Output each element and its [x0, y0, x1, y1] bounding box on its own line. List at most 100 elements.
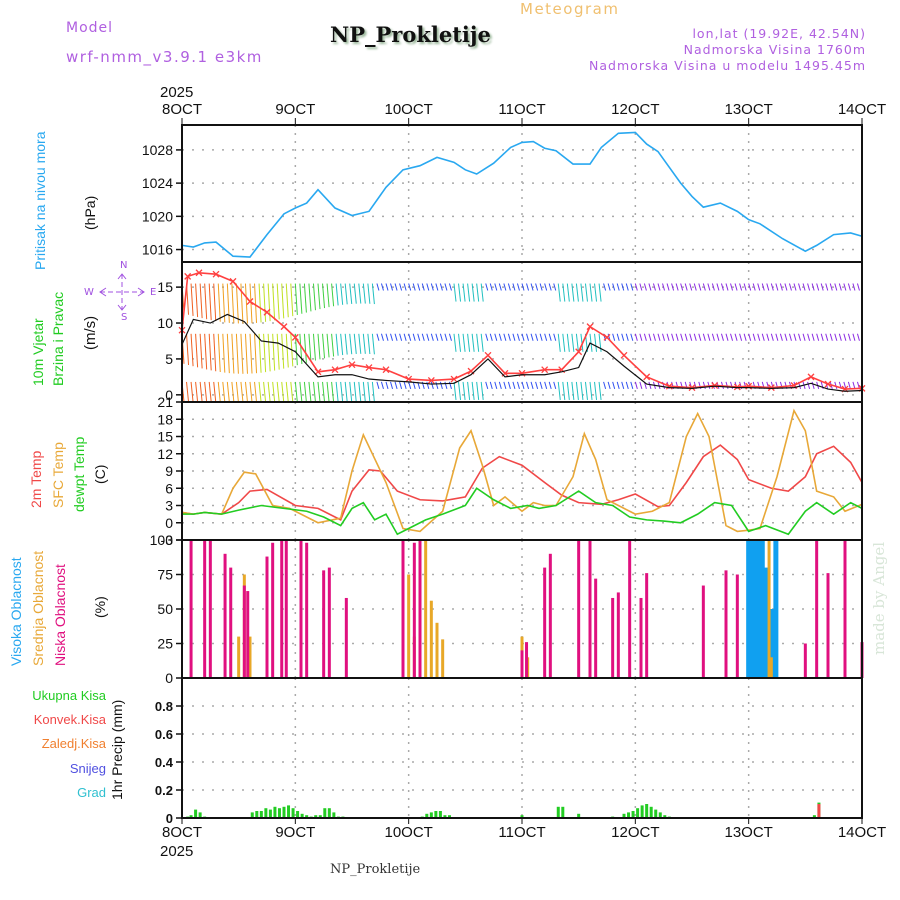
y-tick-label: 9 — [165, 463, 173, 479]
wind-barb — [272, 381, 276, 403]
wind-barb — [331, 283, 335, 307]
bar-2 — [735, 574, 739, 678]
wind-barb — [362, 381, 366, 402]
wind-barb — [276, 333, 280, 370]
wind-barb — [798, 333, 802, 341]
wind-barb — [462, 283, 466, 302]
bar-0 — [282, 806, 286, 818]
y-tick-label: 0 — [165, 515, 173, 531]
wind-barb — [299, 283, 303, 314]
wind-barb — [643, 333, 647, 341]
wind-barb — [222, 333, 226, 373]
wind-barb — [349, 333, 353, 355]
wind-barb — [308, 333, 312, 362]
wind-barb — [362, 333, 366, 354]
wind-barb — [684, 283, 688, 291]
wind-barb — [698, 333, 702, 341]
wind-barb — [843, 283, 847, 291]
wind-barb — [485, 381, 489, 390]
panel-1: 0 5 10 15 — [157, 261, 866, 403]
wind-barb — [788, 333, 792, 341]
wind-barb — [390, 283, 394, 291]
wind-barb — [439, 333, 443, 341]
wind-barb — [430, 283, 434, 291]
wind-barb — [213, 381, 217, 403]
gust-marker — [767, 384, 775, 392]
wind-barb — [625, 283, 629, 291]
wind-barb — [439, 283, 443, 291]
wind-barb — [380, 333, 384, 341]
bar-2 — [280, 540, 284, 678]
bar-1 — [769, 657, 773, 678]
panel-frame — [181, 124, 863, 263]
wind-barb — [326, 283, 330, 308]
wind-barb — [244, 283, 248, 324]
bar-0 — [759, 540, 765, 678]
bar-1 — [767, 540, 771, 678]
wind-barb — [811, 381, 815, 390]
wind-barb — [544, 333, 548, 341]
wind-barb — [358, 283, 362, 304]
wind-barb — [204, 333, 208, 370]
wind-barb — [648, 333, 652, 341]
wind-barb — [530, 381, 534, 390]
bar-2 — [843, 540, 847, 678]
gust-marker — [348, 361, 356, 369]
bar-2 — [525, 642, 529, 678]
wind-barb — [476, 333, 480, 352]
compass-arrows-icon — [99, 273, 145, 311]
y-tick-label: 0.8 — [155, 699, 173, 714]
bar-0 — [273, 806, 277, 818]
gust-marker — [331, 366, 339, 374]
bar-2 — [639, 597, 643, 678]
wind-barb — [507, 333, 511, 341]
wind-barb — [616, 333, 620, 341]
bar-0 — [189, 815, 193, 818]
bar-2 — [229, 567, 233, 678]
model-label: Model — [66, 20, 114, 36]
wind-barb — [557, 283, 561, 302]
wind-barb — [847, 381, 851, 390]
gust-marker — [280, 323, 288, 331]
wind-barb — [838, 283, 842, 291]
wind-barb — [458, 333, 462, 352]
wind-barb — [503, 333, 507, 341]
wind-barb — [730, 333, 734, 341]
bar-1 — [407, 574, 411, 678]
panel-0: 1016 1020 1024 1028 — [142, 124, 863, 263]
gust-marker — [382, 366, 390, 374]
wind-barb — [589, 381, 593, 400]
wind-barb — [562, 283, 566, 302]
wind-barb — [535, 283, 539, 291]
wind-barb — [820, 333, 824, 341]
wind-barb — [811, 283, 815, 291]
wind-barb — [516, 283, 520, 291]
bar-0 — [318, 815, 322, 818]
wind-barb — [639, 283, 643, 291]
year-top: 2025 — [160, 84, 193, 101]
wind-barb — [779, 283, 783, 291]
wind-barb — [430, 381, 434, 390]
wind-barb — [530, 333, 534, 341]
bar-2 — [803, 643, 807, 678]
wind-barb — [267, 381, 271, 403]
bar-2 — [628, 540, 632, 678]
wind-barb — [639, 381, 643, 390]
compass-s: S — [121, 312, 128, 323]
wind-barb — [195, 283, 199, 318]
series-line-1 — [181, 313, 863, 392]
wind-barb — [739, 283, 743, 291]
wind-barb — [390, 381, 394, 390]
wind-barb — [240, 283, 244, 324]
footer-station: NP_Prokletije — [330, 862, 421, 877]
wind-barb — [344, 333, 348, 355]
wind-barb — [285, 333, 289, 368]
wind-barb — [390, 333, 394, 341]
wind-barb — [195, 381, 199, 403]
wind-barb — [779, 333, 783, 341]
wind-barb — [675, 333, 679, 341]
gust-marker — [291, 333, 299, 341]
x-tick-label-top: 12OCT — [611, 101, 659, 118]
legend-snijeg: Snijeg — [69, 761, 106, 776]
wind-barb — [353, 333, 357, 354]
